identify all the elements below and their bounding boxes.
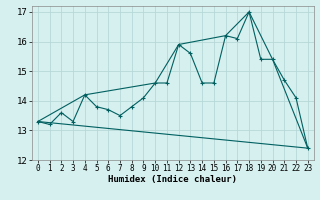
X-axis label: Humidex (Indice chaleur): Humidex (Indice chaleur)	[108, 175, 237, 184]
